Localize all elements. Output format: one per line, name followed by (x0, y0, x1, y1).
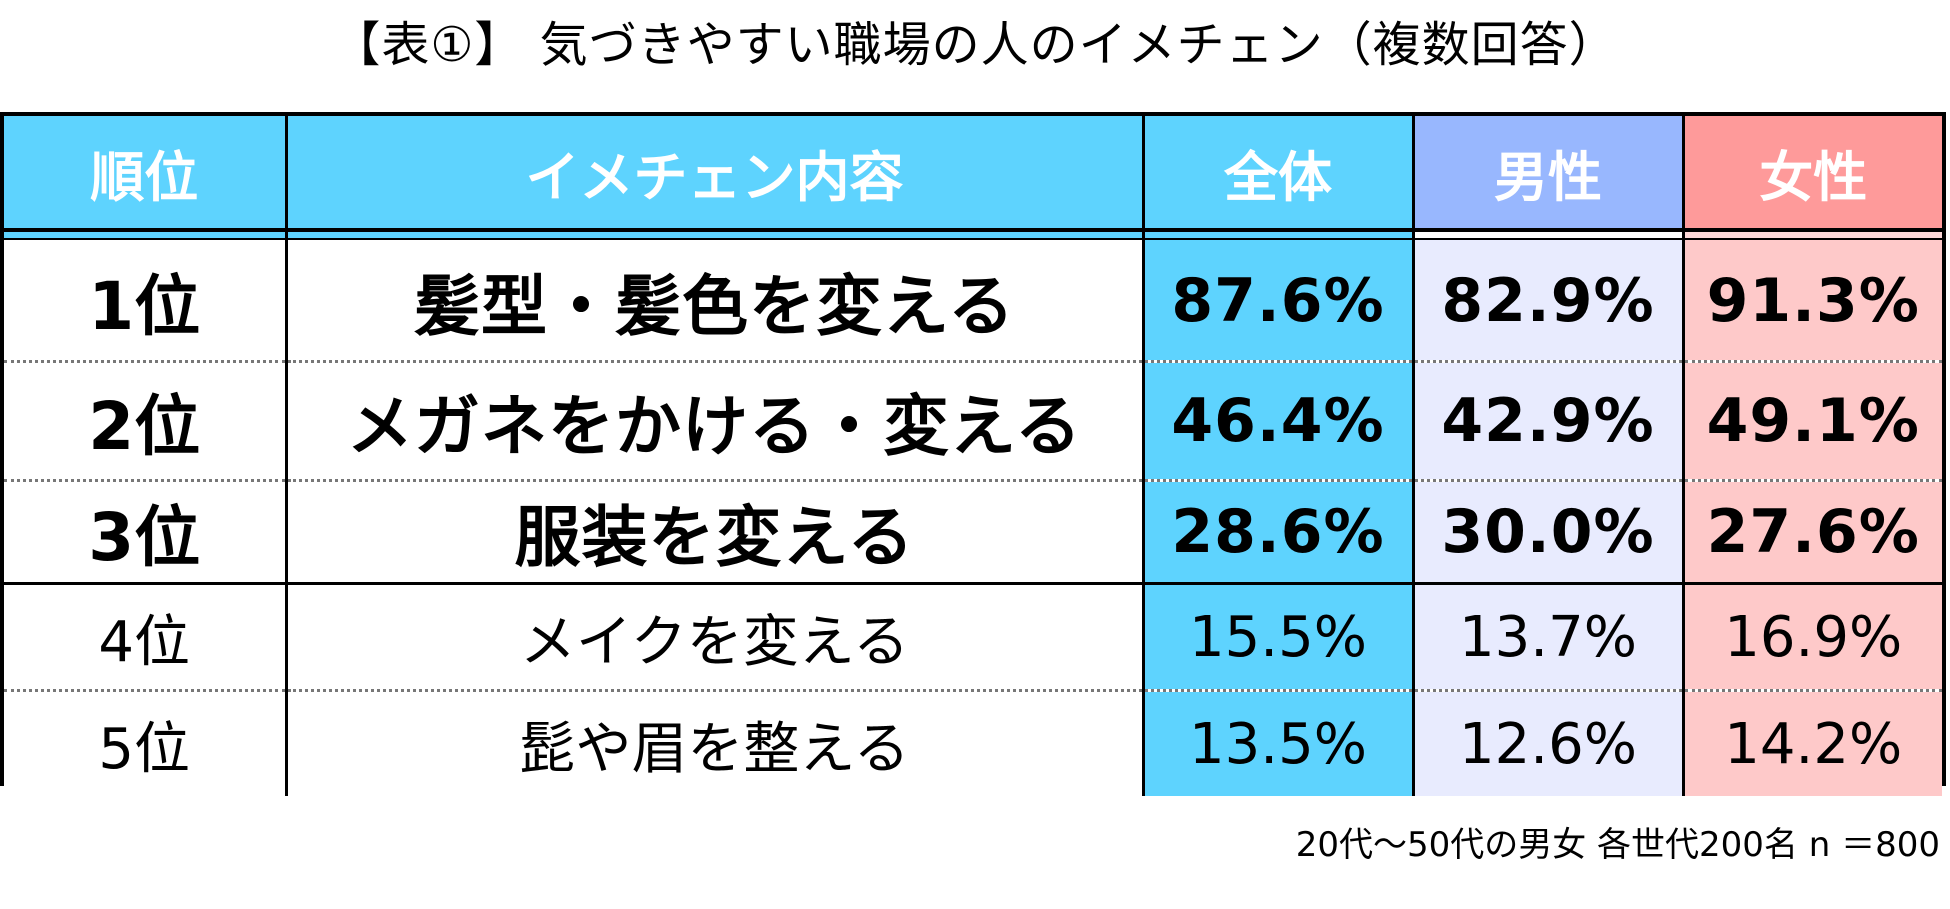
table-title: 【表①】 気づきやすい職場の人のイメチェン（複数回答） (332, 17, 1618, 73)
all-value-cell: 28.6% (1143, 480, 1415, 585)
table-row: 1位 髪型・髪色を変える 87.6% 82.9% 91.3% (4, 230, 1942, 363)
female-value-cell: 14.2% (1683, 690, 1942, 796)
all-value-cell: 46.4% (1143, 361, 1415, 482)
header-content: イメチェン内容 (286, 116, 1145, 240)
table-row: 2位 メガネをかける・変える 46.4% 42.9% 49.1% (4, 361, 1942, 482)
female-value-cell: 27.6% (1683, 480, 1942, 585)
content-cell: 服装を変える (286, 480, 1145, 585)
header-row: 順位 イメチェン内容 全体 男性 女性 (4, 116, 1942, 240)
header-rank: 順位 (4, 116, 288, 240)
male-value-cell: 12.6% (1413, 690, 1685, 796)
table-row: 5位 髭や眉を整える 13.5% 12.6% 14.2% (4, 690, 1942, 796)
female-value-cell: 16.9% (1683, 583, 1942, 692)
rank-cell: 5位 (4, 690, 288, 796)
male-value-cell: 30.0% (1413, 480, 1685, 585)
male-value-cell: 13.7% (1413, 583, 1685, 692)
female-value-cell: 91.3% (1683, 230, 1942, 363)
header-all: 全体 (1143, 116, 1415, 240)
all-value-cell: 87.6% (1143, 230, 1415, 363)
ranking-table: 順位 イメチェン内容 全体 男性 女性 1位 髪型・髪色を変える 87.6% 8… (0, 112, 1946, 796)
content-cell: 髪型・髪色を変える (286, 230, 1145, 363)
rank-cell: 1位 (4, 230, 288, 363)
header-male: 男性 (1413, 116, 1685, 240)
table-row: 4位 メイクを変える 15.5% 13.7% 16.9% (4, 583, 1942, 692)
rank-cell: 2位 (4, 361, 288, 482)
all-value-cell: 15.5% (1143, 583, 1415, 692)
rank-cell: 4位 (4, 583, 288, 692)
table-row: 3位 服装を変える 28.6% 30.0% 27.6% (4, 480, 1942, 585)
male-value-cell: 42.9% (1413, 361, 1685, 482)
sample-footnote: 20代～50代の男女 各世代200名 n ＝800 (1295, 825, 1940, 865)
header-female: 女性 (1683, 116, 1942, 240)
male-value-cell: 82.9% (1413, 230, 1685, 363)
female-value-cell: 49.1% (1683, 361, 1942, 482)
content-cell: メイクを変える (286, 583, 1145, 692)
content-cell: 髭や眉を整える (286, 690, 1145, 796)
all-value-cell: 13.5% (1143, 690, 1415, 796)
rank-cell: 3位 (4, 480, 288, 585)
content-cell: メガネをかける・変える (286, 361, 1145, 482)
